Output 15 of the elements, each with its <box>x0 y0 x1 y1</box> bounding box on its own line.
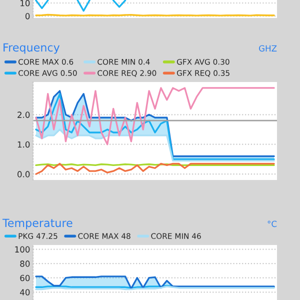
y-tick-label: 2.0 <box>18 112 30 118</box>
y-tick-label: 0 <box>25 13 30 20</box>
y-tick-label: 10 <box>20 0 30 6</box>
line-series <box>35 87 275 146</box>
y-tick-label: 1.0 <box>18 141 30 148</box>
text: GHZ <box>259 45 277 52</box>
chart-title: Temperature <box>2 218 72 230</box>
y-tick-label: 100 <box>15 246 30 253</box>
text: °C <box>268 220 277 228</box>
line-series <box>35 162 275 175</box>
y-tick-label: 80 <box>20 260 30 267</box>
y-tick-label: 60 <box>20 274 30 282</box>
y-tick-label: 40 <box>20 289 30 296</box>
y-tick-label: 0.0 <box>18 171 30 178</box>
chart-title: Frequency <box>4 43 60 54</box>
